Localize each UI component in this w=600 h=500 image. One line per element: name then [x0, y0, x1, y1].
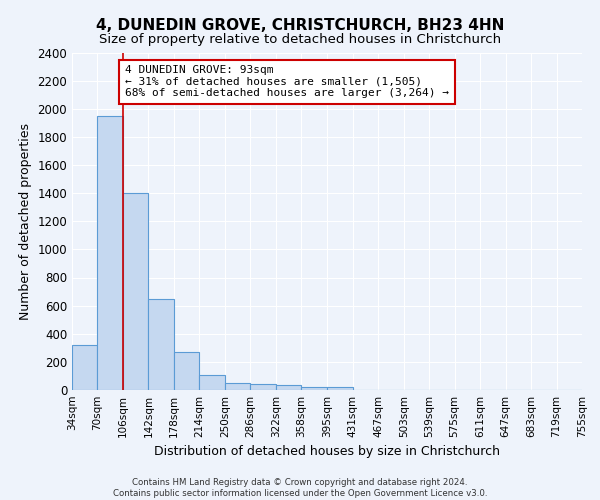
Bar [123, 193, 148, 390]
Bar [225, 383, 250, 390]
Y-axis label: Number of detached properties: Number of detached properties [19, 122, 32, 320]
Bar [250, 384, 276, 390]
Text: Size of property relative to detached houses in Christchurch: Size of property relative to detached ho… [99, 32, 501, 46]
X-axis label: Distribution of detached houses by size in Christchurch: Distribution of detached houses by size … [154, 446, 500, 458]
Text: 4, DUNEDIN GROVE, CHRISTCHURCH, BH23 4HN: 4, DUNEDIN GROVE, CHRISTCHURCH, BH23 4HN [96, 18, 504, 32]
Bar [301, 387, 328, 390]
Bar [72, 345, 97, 390]
Bar [148, 298, 174, 390]
Text: Contains HM Land Registry data © Crown copyright and database right 2024.
Contai: Contains HM Land Registry data © Crown c… [113, 478, 487, 498]
Bar [328, 387, 353, 390]
Text: 4 DUNEDIN GROVE: 93sqm
← 31% of detached houses are smaller (1,505)
68% of semi-: 4 DUNEDIN GROVE: 93sqm ← 31% of detached… [125, 65, 449, 98]
Bar [174, 352, 199, 390]
Bar [276, 385, 301, 390]
Bar [199, 375, 225, 390]
Bar [97, 116, 123, 390]
